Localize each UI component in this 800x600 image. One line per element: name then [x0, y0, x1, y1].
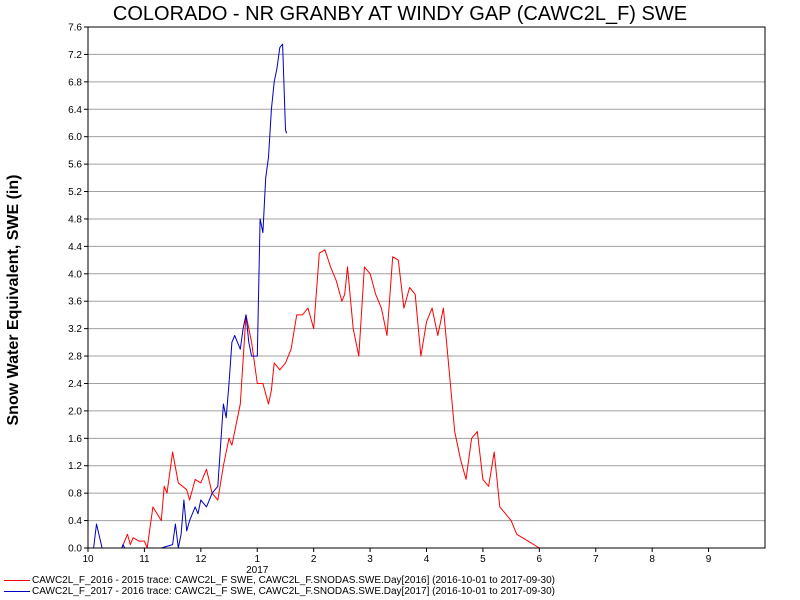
- y-tick-label: 5.2: [68, 187, 82, 198]
- legend-label: CAWC2L_F_2017 - 2016 trace: CAWC2L_F SWE…: [32, 586, 556, 597]
- x-tick-label: 10: [82, 554, 94, 565]
- grid: [88, 26, 765, 549]
- y-tick-label: 1.6: [68, 434, 82, 445]
- y-tick-label: 3.6: [68, 297, 82, 308]
- x-tick-label: 1: [254, 554, 260, 565]
- y-tick-label: 7.6: [68, 23, 82, 34]
- y-tick-label: 6.8: [68, 77, 82, 88]
- y-tick-label: 2.8: [68, 352, 82, 363]
- y-tick-label: 0.4: [68, 516, 82, 527]
- x-tick-label: 5: [480, 554, 486, 565]
- y-tick-label: 4.0: [68, 269, 82, 280]
- x-tick-label: 8: [649, 554, 655, 565]
- x-tick-label: 12: [195, 554, 207, 565]
- x-year-label: 2017: [246, 565, 269, 576]
- y-tick-label: 1.2: [68, 461, 82, 472]
- x-tick-label: 9: [706, 554, 712, 565]
- series-lines: [88, 43, 568, 549]
- chart-title: COLORADO - NR GRANBY AT WINDY GAP (CAWC2…: [112, 3, 688, 25]
- y-tick-label: 2.0: [68, 406, 82, 417]
- y-tick-label: 4.4: [68, 242, 82, 253]
- x-tick-label: 2: [311, 554, 317, 565]
- legend-swatch-red: [4, 579, 30, 581]
- y-tick-label: 5.6: [68, 160, 82, 171]
- x-tick-label: 6: [537, 554, 543, 565]
- legend-label: CAWC2L_F_2016 - 2015 trace: CAWC2L_F SWE…: [32, 575, 556, 586]
- y-tick-label: 0.0: [68, 544, 82, 555]
- series-line-2017: [88, 43, 288, 549]
- x-tick-label: 3: [367, 554, 373, 565]
- x-tick-label: 11: [139, 554, 150, 565]
- y-tick-label: 4.8: [68, 214, 82, 225]
- x-tick-label: 4: [424, 554, 430, 565]
- y-tick-label: 6.4: [68, 105, 82, 116]
- legend-entry-2017: CAWC2L_F_2017 - 2016 trace: CAWC2L_F SWE…: [4, 586, 555, 597]
- y-tick-label: 7.2: [68, 50, 82, 61]
- series-line-2016: [88, 249, 568, 549]
- y-tick-label: 0.8: [68, 489, 82, 500]
- plot-frame: [87, 26, 766, 549]
- legend-entry-2016: CAWC2L_F_2016 - 2015 trace: CAWC2L_F SWE…: [4, 575, 555, 586]
- y-tick-label: 2.4: [68, 379, 82, 390]
- y-tick-label: 3.2: [68, 324, 82, 335]
- legend-swatch-blue: [4, 590, 30, 592]
- y-axis: 0.0 0.4 0.8 1.2 1.6 2.0 2.4 2.8 3.2 3.6 4.0 4.4 4.8 5…: [68, 23, 88, 555]
- y-tick-label: 6.0: [68, 132, 82, 143]
- x-tick-label: 7: [593, 554, 599, 565]
